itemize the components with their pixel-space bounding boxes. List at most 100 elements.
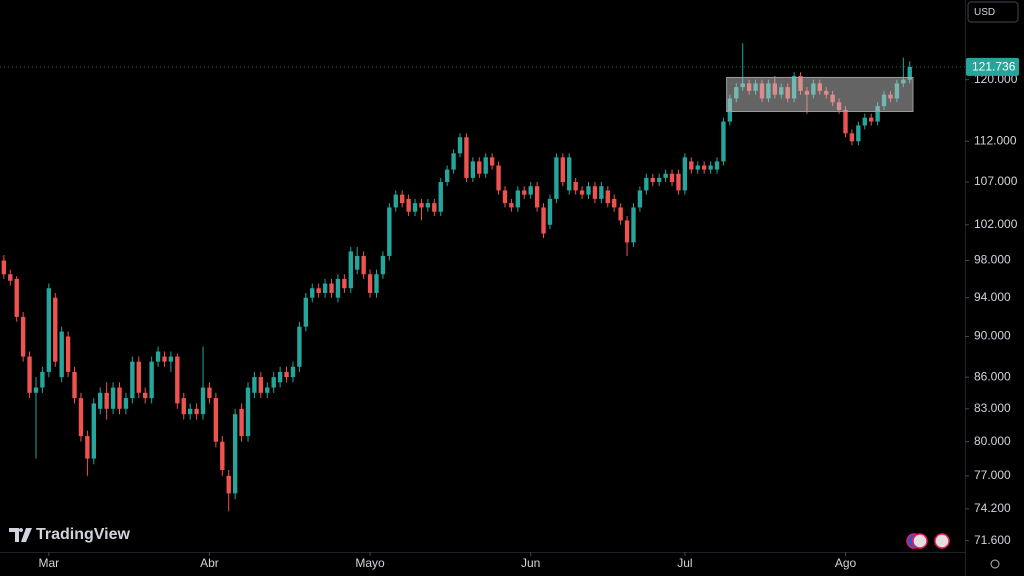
- candle-body: [322, 283, 328, 293]
- last-price-label: 121.736: [972, 60, 1016, 74]
- candle-body: [181, 398, 186, 415]
- candle-body: [27, 356, 32, 393]
- candle-body: [721, 121, 726, 162]
- x-tick-label: Jun: [521, 556, 540, 570]
- candle-body: [631, 207, 636, 243]
- candle-body: [560, 157, 565, 183]
- y-tick-label: 83.000: [974, 401, 1011, 415]
- candle-body: [162, 356, 167, 362]
- candle-body: [78, 398, 84, 437]
- logo-mark: [9, 528, 32, 542]
- y-tick-label: 86.000: [974, 369, 1011, 383]
- candle-body: [123, 398, 129, 409]
- candle-body: [329, 283, 334, 293]
- candle-body: [284, 371, 289, 378]
- candle-body: [612, 198, 617, 208]
- candle-body: [714, 161, 720, 170]
- candle-body: [406, 198, 411, 212]
- candle-body: [194, 408, 199, 415]
- candle-body: [91, 403, 96, 459]
- candle-body: [515, 190, 521, 208]
- candle-body: [303, 297, 309, 327]
- candle-body: [862, 117, 867, 126]
- candle-body: [554, 157, 559, 199]
- candle-body: [682, 157, 688, 191]
- y-tick-label: 112.000: [974, 133, 1017, 147]
- candle-body: [232, 414, 238, 494]
- y-tick-label: 77.000: [974, 468, 1011, 482]
- x-tick-label: Mar: [38, 556, 59, 570]
- candle-body: [72, 371, 77, 399]
- candle-body: [412, 203, 418, 212]
- candle-body: [432, 203, 437, 212]
- candle-body: [143, 392, 148, 399]
- settings-icon[interactable]: [990, 559, 1000, 569]
- y-tick-label: 80.000: [974, 434, 1011, 448]
- candle-body: [374, 274, 379, 293]
- candle-body: [419, 203, 424, 208]
- candle-body: [509, 203, 514, 208]
- candle-body: [451, 153, 456, 170]
- candle-body: [168, 356, 174, 362]
- candle-body: [213, 398, 219, 442]
- last-price-tag: [966, 57, 1019, 76]
- candle-body: [220, 441, 225, 471]
- candle-body: [541, 207, 546, 234]
- currency-button[interactable]: [967, 1, 1019, 23]
- candle-body: [650, 177, 655, 183]
- y-tick-label: 74.200: [974, 501, 1011, 515]
- candle-body: [689, 161, 694, 170]
- x-tick-label: Mayo: [355, 556, 385, 570]
- brand-name: TradingView: [36, 526, 131, 543]
- candle-body: [522, 190, 527, 195]
- candle-body: [245, 387, 251, 437]
- x-tick-label: Abr: [200, 556, 219, 570]
- candle-body: [464, 137, 469, 178]
- candle-body: [361, 255, 366, 275]
- candle-body: [348, 251, 353, 289]
- candle-body: [637, 190, 643, 208]
- candle-body: [200, 387, 206, 415]
- y-tick-label: 107.000: [974, 174, 1018, 188]
- candle-body: [33, 387, 39, 393]
- candle-body: [644, 177, 649, 191]
- candle-body: [53, 297, 58, 362]
- candle-body: [130, 361, 135, 399]
- candle-body: [573, 182, 578, 191]
- candle-body: [496, 165, 501, 191]
- candle-body: [355, 255, 360, 270]
- candle-body: [869, 117, 874, 122]
- candle-body: [438, 182, 443, 212]
- candle-body: [265, 387, 270, 393]
- candle-body: [663, 173, 668, 178]
- x-tick-label: Ago: [835, 556, 857, 570]
- candle-body: [117, 387, 122, 409]
- candle-body: [489, 157, 495, 166]
- candle-body: [297, 326, 302, 367]
- candle-body: [547, 198, 553, 225]
- candle-body: [207, 387, 212, 399]
- candle-body: [457, 137, 463, 154]
- plot-area: [0, 43, 965, 512]
- candle-body: [59, 331, 64, 378]
- candle-body: [605, 190, 610, 204]
- candle-body: [444, 169, 450, 183]
- logo: TradingView: [9, 526, 131, 543]
- event-icon[interactable]: [934, 533, 950, 549]
- candle-body: [20, 316, 26, 357]
- candle-body: [400, 194, 405, 204]
- candle-body: [676, 173, 681, 191]
- candle-body: [252, 377, 257, 393]
- candle-body: [187, 408, 193, 415]
- candle-body: [98, 392, 103, 409]
- candle-body: [342, 278, 347, 289]
- event-icon[interactable]: [912, 533, 928, 549]
- candle-body: [258, 377, 264, 393]
- candle-body: [849, 133, 855, 142]
- candle-body: [656, 177, 662, 183]
- event-icons[interactable]: [906, 533, 950, 549]
- candle-body: [65, 336, 71, 372]
- candle-body: [14, 278, 19, 317]
